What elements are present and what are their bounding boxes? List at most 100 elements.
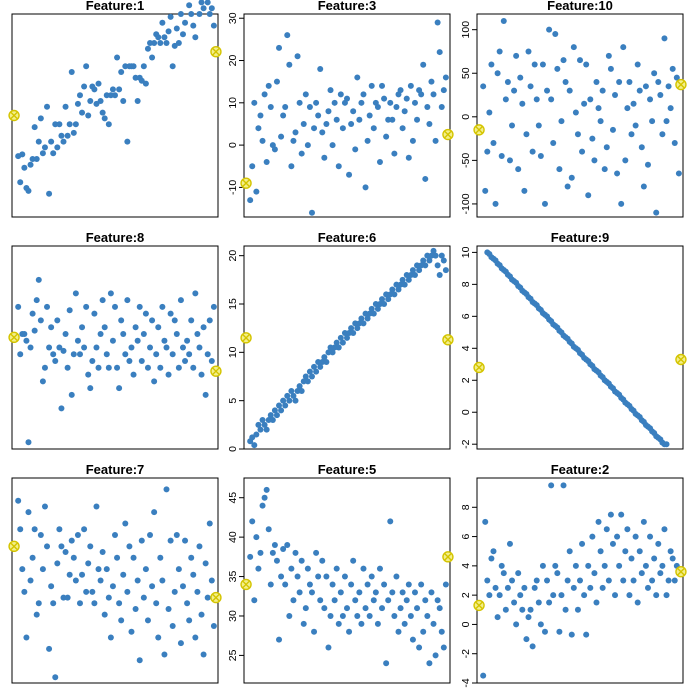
data-point [494, 614, 501, 621]
data-point [414, 605, 421, 612]
data-point [612, 592, 619, 599]
data-point [99, 549, 106, 556]
data-point [122, 351, 129, 358]
data-point [37, 115, 44, 122]
y-tick-label: 4 [460, 563, 472, 569]
data-point [350, 557, 357, 564]
panel-title: Feature:2 [551, 462, 610, 477]
data-point [169, 623, 176, 630]
data-point [366, 612, 373, 619]
data-point [130, 371, 137, 378]
data-point [504, 584, 511, 591]
data-point [591, 570, 598, 577]
data-point [97, 577, 104, 584]
data-point [362, 310, 369, 317]
y-tick-label: 0 [227, 446, 239, 452]
data-point [403, 272, 410, 278]
y-tick-label: -100 [460, 193, 472, 214]
data-point [325, 644, 332, 651]
data-point [434, 597, 441, 604]
data-point [556, 628, 563, 635]
data-point [107, 92, 114, 99]
data-point [661, 35, 668, 42]
data-point [290, 392, 297, 399]
data-point [636, 87, 643, 94]
data-point [634, 61, 641, 68]
data-point [298, 150, 305, 157]
data-point [118, 617, 125, 624]
data-point [587, 96, 594, 103]
data-point [306, 104, 313, 111]
data-point [525, 48, 532, 55]
data-point [169, 351, 176, 358]
panel-frame [11, 477, 219, 684]
data-point [622, 157, 629, 164]
data-point [265, 417, 272, 423]
data-point [144, 45, 151, 52]
data-point [597, 118, 604, 125]
data-point [548, 96, 555, 103]
data-point [601, 562, 608, 569]
data-point [155, 634, 162, 641]
data-point [517, 592, 524, 599]
data-point [72, 121, 79, 128]
data-point [521, 584, 528, 591]
data-point [171, 317, 178, 324]
data-point [27, 344, 34, 351]
panel-8: Feature:5 25 30 35 40 45 [227, 462, 454, 684]
data-point [358, 315, 365, 322]
data-point [589, 135, 596, 142]
highlight-marker [675, 566, 687, 578]
data-point [558, 592, 565, 599]
data-point [335, 344, 342, 351]
data-point [354, 612, 361, 619]
data-point [19, 566, 26, 573]
data-point [149, 317, 156, 324]
data-point [182, 358, 189, 365]
data-point [385, 116, 392, 123]
data-point [107, 290, 114, 297]
data-point [665, 577, 672, 584]
panel-title: Feature:6 [318, 230, 377, 245]
data-point [294, 53, 301, 60]
data-point [529, 643, 536, 650]
data-point [337, 589, 344, 596]
data-point [171, 588, 178, 595]
data-point [196, 11, 203, 17]
data-point [27, 577, 34, 584]
data-point [628, 131, 635, 138]
data-point [348, 581, 355, 588]
data-point [502, 606, 509, 613]
data-point [76, 92, 83, 99]
data-point [399, 125, 406, 132]
data-point [41, 144, 48, 151]
data-point [269, 549, 276, 556]
data-point [527, 83, 534, 90]
data-point [147, 40, 154, 46]
data-point [105, 594, 112, 601]
data-point [188, 317, 195, 324]
data-point [589, 533, 596, 540]
data-point [120, 330, 127, 337]
panel-1: Feature:1 [8, 0, 222, 218]
data-point [397, 87, 404, 94]
data-point [403, 597, 410, 604]
data-point [292, 397, 299, 404]
data-point [379, 82, 386, 89]
data-point [153, 351, 160, 358]
data-point [89, 358, 96, 365]
data-point [182, 537, 189, 544]
data-point [587, 584, 594, 591]
data-point [267, 104, 274, 111]
data-point [286, 612, 293, 619]
panel-title: Feature:8 [86, 230, 145, 245]
data-point [192, 290, 199, 297]
data-point [341, 330, 348, 336]
data-point [622, 548, 629, 555]
data-point [498, 153, 505, 160]
data-point [105, 121, 112, 128]
data-point [370, 597, 377, 604]
data-point [153, 600, 160, 607]
highlight-marker [210, 591, 222, 604]
data-point [653, 592, 660, 599]
